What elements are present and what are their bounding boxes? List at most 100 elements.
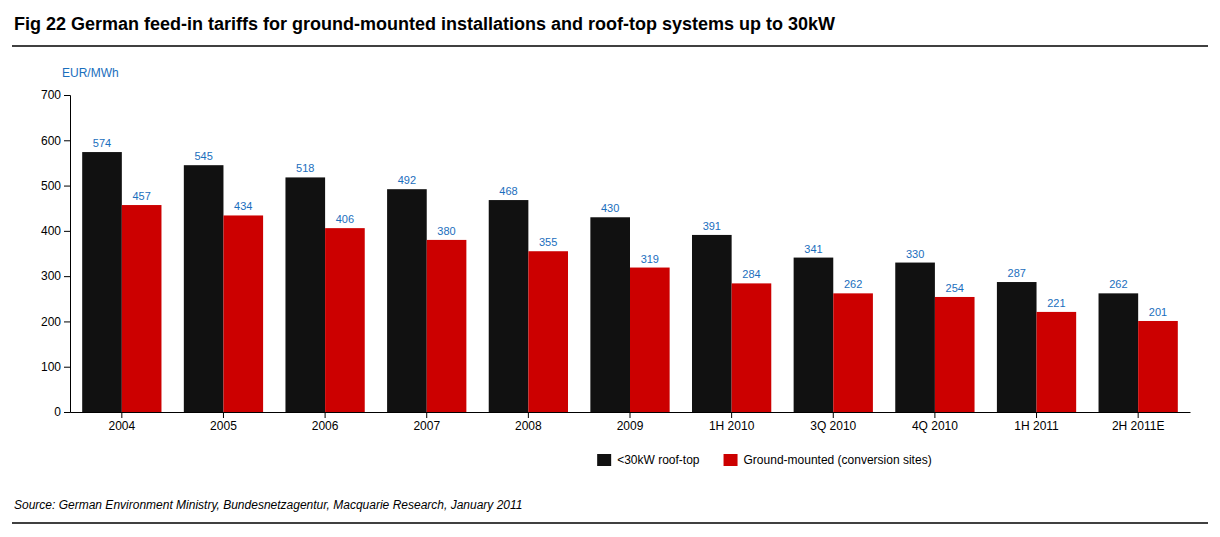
data-label: 319 — [641, 253, 659, 265]
data-label: 518 — [296, 162, 314, 174]
bar — [895, 263, 935, 412]
tick-mark — [223, 412, 224, 418]
legend-label: Ground-mounted (conversion sites) — [744, 453, 932, 467]
tick-label: 2004 — [108, 419, 135, 433]
y-axis: 0100200300400500600700 — [41, 88, 71, 419]
series — [122, 205, 1178, 412]
legend-label: <30kW roof-top — [617, 453, 700, 467]
data-labels: 5745455184924684303913413302872624574344… — [93, 137, 1167, 318]
tick: 2008 — [515, 412, 542, 433]
bar — [528, 251, 568, 412]
tick-label: 700 — [41, 88, 61, 102]
tick: 0 — [54, 405, 70, 419]
tick-mark — [833, 412, 834, 418]
tick-label: 100 — [41, 360, 61, 374]
tick-mark — [528, 412, 529, 418]
tick: 2007 — [413, 412, 440, 433]
legend-item: Ground-mounted (conversion sites) — [724, 453, 932, 467]
tick-mark — [934, 412, 935, 418]
tick-label: 400 — [41, 224, 61, 238]
plot: 5745455184924684303913413302872624574344… — [41, 88, 1191, 432]
tick-label: 3Q 2010 — [810, 419, 856, 433]
tick-mark — [64, 276, 70, 277]
data-label: 262 — [844, 278, 862, 290]
bar — [692, 235, 732, 412]
tick-label: 2008 — [515, 419, 542, 433]
tick: 2005 — [210, 412, 237, 433]
data-label: 330 — [906, 248, 924, 260]
title: Fig 22 German feed-in tariffs for ground… — [14, 14, 835, 34]
bar — [630, 268, 670, 412]
tick-mark — [325, 412, 326, 418]
legend-swatch — [724, 454, 738, 466]
bar — [1037, 312, 1077, 412]
data-label: 545 — [194, 150, 212, 162]
bar — [82, 152, 122, 412]
legend: <30kW roof-top Ground-mounted (conversion… — [597, 453, 931, 467]
tick-mark — [630, 412, 631, 418]
legend-item: <30kW roof-top — [597, 453, 700, 467]
tick-label: 1H 2010 — [709, 419, 755, 433]
tick-mark — [121, 412, 122, 418]
axis-line — [64, 96, 71, 413]
data-label: 391 — [703, 220, 721, 232]
bar — [184, 165, 224, 412]
chart: Fig 22 German feed-in tariffs for ground… — [0, 0, 1220, 537]
data-label: 457 — [132, 190, 150, 202]
data-label: 221 — [1047, 297, 1065, 309]
footer-rule — [12, 522, 1208, 524]
data-label: 574 — [93, 137, 111, 149]
data-label: 254 — [946, 282, 964, 294]
bar — [427, 240, 467, 412]
tick-mark — [1036, 412, 1037, 418]
bar — [794, 258, 834, 412]
bar — [1138, 321, 1178, 412]
tick: 300 — [41, 269, 70, 283]
tick: 1H 2010 — [709, 412, 755, 433]
tick-mark — [64, 231, 70, 232]
tick-mark — [64, 412, 70, 413]
bar — [997, 282, 1037, 412]
bar — [325, 228, 365, 412]
tick-label: 2006 — [312, 419, 339, 433]
series — [82, 152, 1138, 412]
tick: 2006 — [312, 412, 339, 433]
y-label: EUR/MWh — [62, 66, 119, 80]
tick: 4Q 2010 — [912, 412, 958, 433]
data-label: 430 — [601, 202, 619, 214]
tick: 100 — [41, 360, 70, 374]
tick: 1H 2011 — [1014, 412, 1059, 433]
tick-label: 2005 — [210, 419, 237, 433]
data-label: 284 — [742, 268, 760, 280]
data-label: 380 — [437, 225, 455, 237]
tick: 200 — [41, 315, 70, 329]
tick-label: 200 — [41, 315, 61, 329]
data-label: 406 — [336, 213, 354, 225]
tick-label: 1H 2011 — [1014, 419, 1059, 433]
tick-label: 500 — [41, 179, 61, 193]
title-rule — [12, 45, 1208, 47]
bar — [223, 215, 263, 412]
bar — [590, 217, 630, 412]
tick-label: 300 — [41, 269, 61, 283]
bar — [387, 189, 427, 412]
tick: 2H 2011E — [1112, 412, 1164, 433]
data-label: 262 — [1109, 278, 1127, 290]
bar — [732, 283, 772, 412]
annotation: Source: German Environment Ministry, Bun… — [14, 498, 522, 512]
tick-mark — [64, 321, 70, 322]
tick: 700 — [41, 88, 70, 102]
data-label: 468 — [499, 185, 517, 197]
tick-mark — [64, 186, 70, 187]
data-label: 434 — [234, 200, 252, 212]
tick-mark — [426, 412, 427, 418]
data-label: 492 — [398, 174, 416, 186]
legend-swatch — [597, 454, 611, 466]
bar — [122, 205, 162, 412]
bar — [935, 297, 975, 412]
tick-label: 2H 2011E — [1112, 419, 1164, 433]
tick-label: 4Q 2010 — [912, 419, 958, 433]
data-label: 355 — [539, 236, 557, 248]
tick: 2009 — [617, 412, 644, 433]
bars — [82, 152, 1178, 412]
